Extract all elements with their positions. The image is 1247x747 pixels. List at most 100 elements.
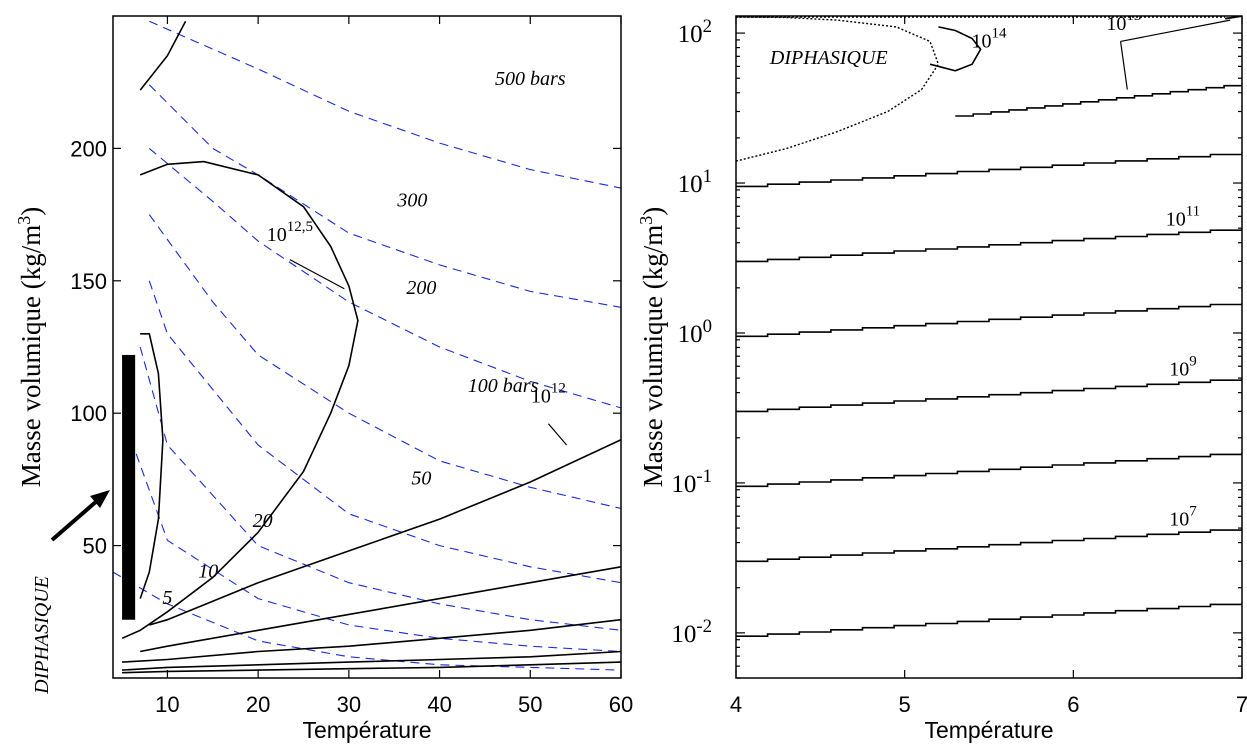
- isobar-label-1: 10: [198, 560, 218, 582]
- left-contour-line-4: [122, 650, 621, 671]
- left-y-tick-label-0: 50: [83, 534, 107, 559]
- left-y-axis-title-sup: 3: [14, 216, 34, 225]
- isobar-line-5: [148, 147, 621, 409]
- right-y-tick-label-1: 10-1: [671, 466, 712, 498]
- right-contour-line-2: [736, 452, 1242, 488]
- right-y-tick-label-0-exp: -2: [696, 616, 712, 637]
- isobar-label-7: 500 bars: [495, 68, 566, 90]
- left-region-arrow: [50, 490, 110, 542]
- right-contour-label-1-exp: 13: [1126, 8, 1141, 24]
- left-y-axis-title-main: Masse volumique (kg/m: [16, 225, 46, 487]
- left-x-tick-label-2: 30: [337, 692, 361, 717]
- right-contour-line-3: [736, 378, 1242, 413]
- right-y-axis-title-main: Masse volumique (kg/m: [638, 225, 668, 487]
- left-contour-line-2: [140, 566, 621, 653]
- isobar-line-1: [130, 439, 621, 653]
- contour-arrow-12: [547, 423, 568, 446]
- isobar-label-6: 300: [396, 190, 427, 212]
- right-contour-label-2-exp: 11: [1186, 204, 1200, 220]
- right-contour-line-6: [736, 152, 1242, 188]
- left-ticks: 10 20 30 40 50 60 50 100 150 200: [70, 16, 633, 717]
- right-contour-line-5: [736, 228, 1242, 263]
- right-y-tick-label-3: 101: [678, 166, 712, 198]
- left-x-tick-label-5: 60: [609, 692, 633, 717]
- right-y-tick-label-4-exp: 2: [703, 16, 712, 37]
- right-y-tick-label-2-exp: 0: [703, 316, 712, 337]
- right-y-axis-title-close: ): [638, 207, 668, 216]
- contour-10-14: [929, 26, 982, 72]
- right-contour-label-0: 1014: [972, 26, 1008, 53]
- right-contour-label-3-base: 10: [1169, 359, 1189, 381]
- left-contour-line-7: [139, 333, 164, 599]
- left-contour-line-1: [149, 438, 621, 626]
- isobar-label-5: 200: [406, 277, 436, 299]
- left-x-tick-label-1: 20: [246, 692, 270, 717]
- right-x-tick-label-2: 6: [1067, 692, 1079, 717]
- isobar-line-0: [113, 571, 621, 671]
- left-contour-label-1-exp: 12: [551, 381, 566, 397]
- right-y-axis-title: Masse volumique (kg/m3): [636, 207, 668, 487]
- left-y-tick-label-3: 200: [70, 136, 107, 161]
- isobar-label-0: 5: [162, 587, 172, 609]
- right-contour-label-4-base: 10: [1169, 509, 1189, 531]
- left-contour-line-6: [139, 20, 187, 91]
- right-contour-label-4: 107: [1169, 504, 1197, 531]
- isobar-label-2: 20: [253, 510, 273, 532]
- left-x-tick-label-3: 40: [427, 692, 451, 717]
- right-y-tick-label-1-base: 10: [671, 471, 696, 498]
- left-x-tick-label-0: 10: [155, 692, 179, 717]
- right-contour-label-2-base: 10: [1166, 209, 1186, 231]
- right-region-label: DIPHASIQUE: [769, 47, 888, 69]
- right-y-tick-label-1-exp: -1: [696, 466, 712, 487]
- right-x-tick-label-0: 4: [730, 692, 742, 717]
- left-contour-label-1-base: 10: [531, 386, 551, 408]
- right-y-tick-label-0-base: 10: [671, 621, 696, 648]
- right-y-tick-label-2-base: 10: [678, 321, 703, 348]
- left-region-label: DIPHASIQUE: [31, 576, 53, 695]
- left-y-tick-label-2: 150: [70, 269, 107, 294]
- right-contour-line-0: [736, 602, 1242, 637]
- right-y-tick-label-4-base: 10: [678, 21, 703, 48]
- right-x-tick-label-3: 7: [1236, 692, 1247, 717]
- right-x-tick-label-1: 5: [899, 692, 911, 717]
- right-contour-label-0-base: 10: [972, 31, 992, 53]
- arrow-13-a: [1120, 19, 1231, 42]
- isobar-line-3: [148, 280, 621, 584]
- contour-arrow-12-5: [289, 259, 345, 290]
- right-y-tick-label-2: 100: [678, 316, 712, 348]
- isobar-line-4: [148, 214, 621, 510]
- right-y-tick-label-0: 10-2: [671, 616, 712, 648]
- left-contour-label-1: 1012: [531, 381, 566, 408]
- right-contour-line-4: [736, 302, 1242, 338]
- right-y-axis-title-sup: 3: [636, 216, 656, 225]
- isobar-label-3: 50: [411, 468, 431, 490]
- isobar-line-2: [139, 346, 621, 631]
- right-contour-label-1-base: 10: [1106, 13, 1126, 35]
- left-contour-label-0: 1012,5: [267, 219, 313, 246]
- right-contour-label-1: 1013: [1106, 8, 1141, 35]
- left-plot-frame: [112, 15, 622, 679]
- arrow-13-b: [1119, 41, 1128, 90]
- right-contour-line-1: [736, 528, 1242, 563]
- right-plot-frame: [735, 15, 1243, 679]
- right-y-tick-label-4: 102: [678, 16, 712, 48]
- right-contour-line-7: [955, 83, 1242, 117]
- left-x-axis-title: Température: [302, 717, 431, 743]
- right-contour-label-2: 1011: [1166, 204, 1200, 231]
- left-contour-label-0-exp: 12,5: [287, 219, 313, 235]
- left-contour-line-3: [122, 618, 621, 663]
- two-phase-region: [122, 354, 136, 620]
- left-y-tick-label-1: 100: [70, 401, 107, 426]
- isobar-label-4: 100 bars: [468, 375, 539, 397]
- right-y-tick-label-3-exp: 1: [703, 166, 712, 187]
- left-y-axis-title-close: ): [16, 207, 46, 216]
- isobar-line-6: [148, 84, 621, 308]
- two-phase-boundary: [736, 16, 940, 162]
- left-contour-label-0-base: 10: [267, 224, 287, 246]
